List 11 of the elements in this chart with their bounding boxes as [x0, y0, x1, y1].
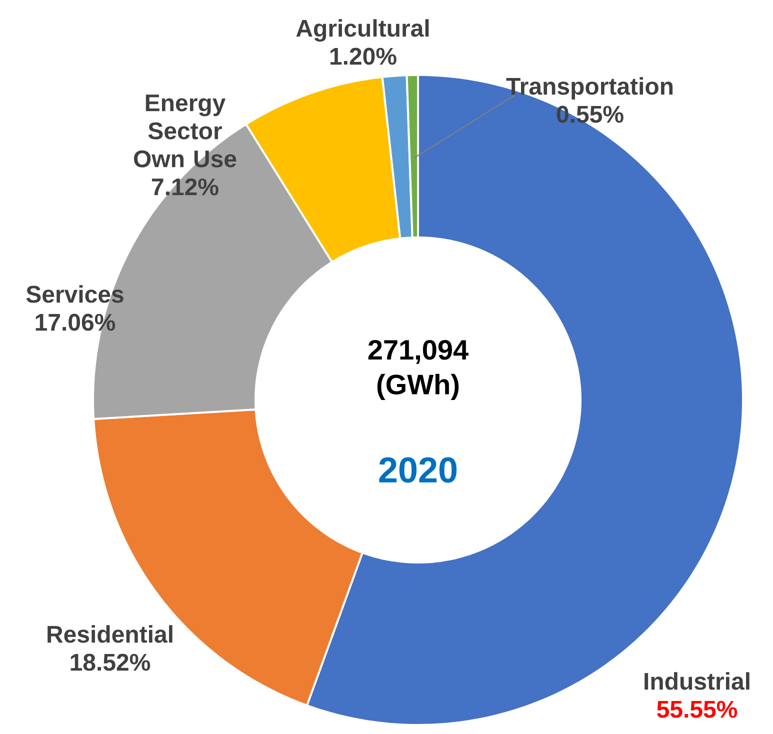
data-label: 18.52%: [70, 654, 150, 671]
slice-label: Transportation: [506, 77, 673, 100]
slice-label: Industrial: [644, 672, 750, 690]
slice-label: Residential: [48, 625, 172, 643]
data-label: 17.06%: [36, 314, 116, 331]
data-label: 1.20%: [330, 48, 396, 65]
text: 2020: [379, 457, 457, 483]
slice-label: Agricultural: [296, 19, 429, 42]
slice-label: Services: [26, 285, 124, 303]
data-label: 55.55%: [657, 700, 738, 718]
text: 271,094 (GWh): [368, 340, 468, 400]
